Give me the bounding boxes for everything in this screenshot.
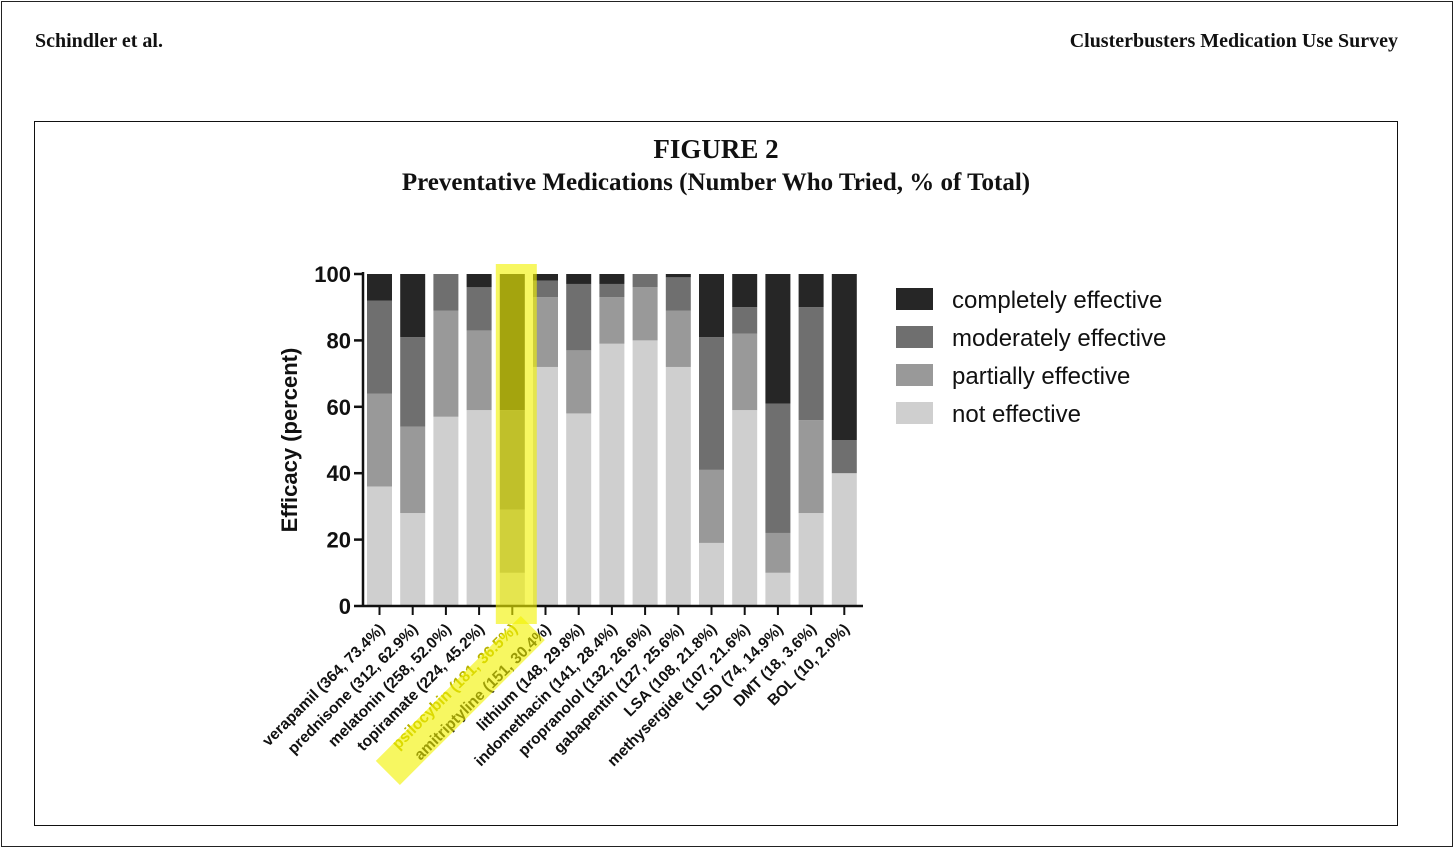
bar-segment-11-2 (732, 307, 758, 334)
bar-segment-7-1 (599, 297, 625, 344)
bar-segment-2-1 (433, 310, 459, 417)
bar-segment-14-0 (831, 473, 857, 606)
bar-segment-5-3 (533, 274, 558, 281)
bar-segment-3-2 (466, 287, 492, 331)
bar-segment-1-2 (400, 337, 426, 427)
bar-segment-8-1 (632, 287, 658, 341)
bar-segment-10-1 (699, 469, 724, 543)
bar-segment-11-0 (732, 410, 758, 606)
bar-segment-13-1 (798, 420, 824, 514)
header-title: Clusterbusters Medication Use Survey (1069, 30, 1398, 52)
bar-segment-1-3 (400, 274, 426, 338)
bar-segment-0-2 (367, 300, 392, 394)
bar-segment-5-1 (533, 297, 558, 367)
bar-segment-5-2 (533, 280, 558, 298)
y-tick-label-0: 0 (339, 594, 351, 619)
bar-segment-12-2 (765, 403, 791, 533)
y-tick-label-20: 20 (327, 528, 351, 553)
legend-swatch-0 (896, 288, 933, 310)
bar-segment-10-3 (699, 274, 724, 338)
y-tick-label-60: 60 (327, 395, 351, 420)
bar-segment-14-2 (831, 440, 857, 474)
bar-segment-6-1 (566, 350, 592, 414)
bar-segment-14-3 (831, 274, 857, 440)
bar-segment-10-2 (699, 337, 724, 470)
bar-segment-10-0 (699, 542, 724, 606)
bar-segment-13-0 (798, 513, 824, 606)
y-tick-label-80: 80 (327, 328, 351, 353)
figure-subtitle: Preventative Medications (Number Who Tri… (401, 169, 1031, 196)
bar-segment-1-1 (400, 426, 426, 514)
bar-segment-0-0 (367, 486, 392, 606)
legend-label-1: moderately effective (952, 325, 1166, 352)
legend-label-2: partially effective (952, 363, 1130, 390)
legend-swatch-1 (896, 326, 933, 348)
bar-segment-3-0 (466, 410, 492, 606)
bar-segment-7-3 (599, 274, 625, 284)
bar-segment-0-1 (367, 393, 392, 487)
y-tick-label-40: 40 (327, 461, 351, 486)
y-axis-label: Efficacy (percent) (277, 348, 302, 533)
bar-segment-11-1 (732, 333, 758, 411)
legend-swatch-3 (896, 402, 933, 424)
legend-swatch-2 (896, 364, 933, 386)
bar-segment-9-1 (665, 310, 691, 367)
bar-segment-7-0 (599, 343, 625, 606)
highlight-column (495, 264, 537, 624)
bar-segment-6-0 (566, 413, 592, 606)
bar-segment-2-2 (433, 274, 459, 311)
bar-segment-12-0 (765, 572, 791, 606)
bar-segment-9-2 (665, 277, 691, 311)
bar-segment-2-0 (433, 416, 459, 606)
bar-segment-13-2 (798, 307, 824, 421)
bar-segment-1-0 (400, 513, 426, 606)
bar-segment-11-3 (732, 274, 758, 308)
bar-segment-12-1 (765, 532, 791, 573)
bar-segment-5-0 (533, 366, 558, 606)
bar-segment-8-2 (632, 274, 658, 288)
legend-label-0: completely effective (952, 287, 1162, 314)
bar-segment-6-2 (566, 283, 592, 351)
header-author: Schindler et al. (35, 30, 163, 52)
bar-segment-8-0 (632, 340, 658, 606)
y-tick-label-100: 100 (314, 262, 351, 287)
bar-segment-13-3 (798, 274, 824, 308)
bar-segment-12-3 (765, 274, 791, 404)
highlight-label-band (375, 615, 545, 785)
figure-label: FIGURE 2 (653, 134, 779, 164)
bar-segment-9-3 (665, 274, 691, 278)
bar-segment-3-1 (466, 330, 492, 411)
figure-frame (34, 121, 1398, 826)
bar-segment-9-0 (665, 366, 691, 606)
bar-segment-7-2 (599, 283, 625, 298)
legend-label-3: not effective (952, 401, 1081, 428)
bar-segment-3-3 (466, 274, 492, 288)
bar-segment-6-3 (566, 274, 592, 284)
bar-segment-0-3 (367, 274, 392, 301)
